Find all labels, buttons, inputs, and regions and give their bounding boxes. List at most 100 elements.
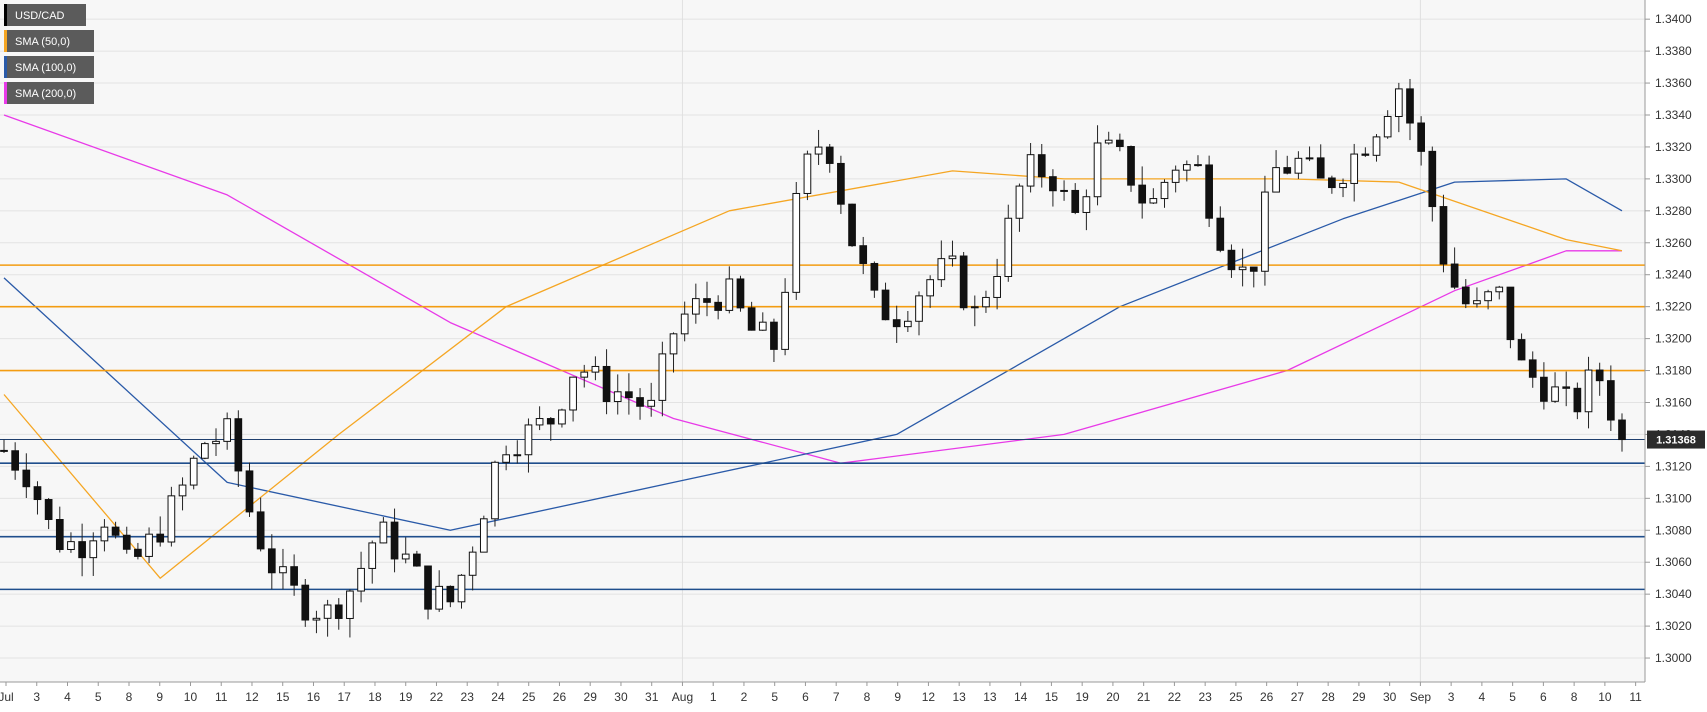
candle-up (223, 418, 232, 442)
x-tick-label: 23 (1198, 690, 1212, 704)
candle-up (680, 313, 689, 335)
y-tick-label: 1.3320 (1655, 140, 1692, 154)
x-tick-label: 1 (710, 690, 717, 704)
x-tick-label: 12 (245, 690, 259, 704)
x-tick-label: 5 (95, 690, 102, 704)
candle-up (201, 443, 209, 459)
candle-up (758, 321, 767, 331)
candle-up (1372, 136, 1381, 156)
candle-down (1138, 184, 1147, 204)
candle-up (1584, 369, 1593, 413)
candle-up (502, 454, 510, 463)
candle-down (602, 365, 611, 403)
x-tick-label: 6 (802, 690, 809, 704)
candle-down (44, 499, 53, 521)
x-tick-label: 19 (399, 690, 413, 704)
levels-layer (0, 264, 1645, 591)
x-tick-label: 22 (1168, 690, 1182, 704)
candle-down (1116, 139, 1124, 148)
candle-down (1037, 154, 1046, 178)
candle-up (524, 424, 533, 456)
last-price-label: 1.31368 (1656, 435, 1696, 447)
candle-up (1004, 217, 1013, 277)
candle-up (401, 553, 410, 560)
x-tick-label: 12 (922, 690, 936, 704)
candle-down (1249, 266, 1258, 272)
x-tick-label: 30 (614, 690, 628, 704)
candle-down (1071, 189, 1080, 213)
x-tick-label: 4 (1479, 690, 1486, 704)
last-price-tag: 1.31368 (1647, 430, 1705, 449)
x-tick-label: 24 (491, 690, 505, 704)
candle-up (457, 574, 466, 603)
candle-up (725, 278, 734, 311)
candle-down (770, 321, 778, 350)
candle-down (703, 298, 711, 303)
y-tick-label: 1.3020 (1655, 619, 1692, 633)
y-tick-label: 1.3200 (1655, 332, 1692, 346)
candle-down (848, 203, 856, 247)
candle-up (1350, 153, 1359, 184)
candle-down (1205, 164, 1213, 219)
legend-label: SMA (100,0) (15, 62, 76, 74)
legend-swatch (4, 82, 7, 104)
candle-down (234, 418, 243, 472)
legend-swatch (4, 56, 7, 78)
candle-up (1082, 196, 1091, 213)
legend-box (4, 56, 94, 78)
y-tick-label: 1.3000 (1655, 651, 1692, 665)
candle-up (145, 533, 153, 557)
candle-up (904, 320, 912, 328)
y-tick-label: 1.3220 (1655, 300, 1692, 314)
candle-up (1294, 157, 1303, 174)
candle-down (1216, 217, 1225, 251)
x-tick-label: 19 (1075, 690, 1089, 704)
candle-down (290, 566, 298, 586)
x-tick-label: 18 (368, 690, 382, 704)
legend-label: SMA (200,0) (15, 88, 76, 100)
candle-down (747, 307, 756, 331)
candle-up (100, 526, 109, 542)
y-tick-label: 1.3100 (1655, 491, 1692, 505)
candle-down (1316, 157, 1325, 179)
candle-down (301, 584, 310, 621)
y-tick-label: 1.3080 (1655, 523, 1692, 537)
candle-up (167, 495, 176, 543)
x-tick-label: 10 (184, 690, 198, 704)
legend-label: SMA (50,0) (15, 36, 70, 48)
candle-down (245, 470, 254, 513)
x-tick-label: 21 (1137, 690, 1151, 704)
candle-down (859, 245, 868, 264)
candle-down (390, 521, 399, 560)
candle-down (1562, 386, 1571, 389)
candle-up (982, 296, 990, 308)
candle-down (22, 469, 31, 488)
candle-down (122, 534, 131, 550)
candle-down (625, 391, 633, 399)
candle-down (1595, 369, 1604, 382)
candle-down (1517, 339, 1526, 361)
legend-box (4, 4, 86, 26)
candle-up (1015, 185, 1024, 219)
y-tick-label: 1.3160 (1655, 395, 1692, 409)
candle-down (1540, 376, 1548, 402)
candle-down (1618, 419, 1626, 441)
candle-up (647, 399, 656, 407)
x-tick-label: 10 (1598, 690, 1612, 704)
candle-up (491, 461, 499, 520)
candle-down (959, 255, 968, 309)
x-tick-label: 9 (894, 690, 901, 704)
candle-up (937, 258, 946, 281)
candle-down (825, 146, 834, 164)
candle-down (1194, 164, 1202, 167)
x-tick-label: Jul (0, 690, 14, 704)
candle-up (970, 306, 979, 309)
candle-down (1461, 286, 1470, 305)
y-tick-label: 1.3060 (1655, 555, 1692, 569)
candle-up (1026, 154, 1035, 187)
x-tick-label: 25 (1229, 690, 1243, 704)
candle-up (212, 440, 220, 445)
candle-down (1450, 263, 1459, 288)
candle-up (558, 409, 566, 425)
